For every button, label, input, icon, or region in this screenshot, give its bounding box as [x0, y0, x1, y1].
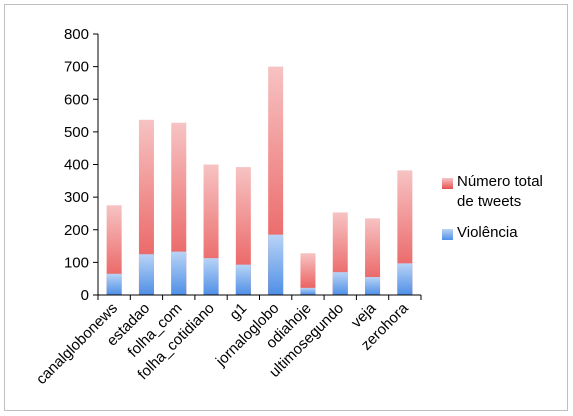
y-tick-label: 400 — [64, 157, 89, 174]
y-tick-label: 200 — [64, 222, 89, 239]
legend: Número total de tweets Violência — [442, 173, 543, 241]
legend-swatch-violencia — [442, 229, 453, 240]
x-tick-label: g1 — [226, 300, 250, 324]
bar-violencia — [268, 234, 284, 295]
bar-total-tweets — [106, 205, 122, 295]
y-tick-label: 100 — [64, 254, 89, 271]
bar-violencia — [171, 251, 187, 295]
bar-violencia — [300, 287, 316, 295]
bar-total-tweets — [235, 167, 251, 295]
y-tick-label: 600 — [64, 91, 89, 108]
y-axis: 0 100 200 300 400 500 600 700 800 — [64, 26, 99, 304]
bar-total-tweets — [300, 253, 316, 295]
legend-label: Número total — [457, 173, 543, 190]
bar-violencia — [365, 277, 381, 295]
y-tick-label: 300 — [64, 189, 89, 206]
y-tick-label: 0 — [81, 287, 89, 304]
bar-violencia — [106, 273, 122, 295]
legend-label: de tweets — [457, 193, 521, 210]
y-tick-label: 700 — [64, 59, 89, 76]
chart-frame: 0 100 200 300 400 500 600 700 800 canalglobonews… — [4, 4, 568, 411]
bar-chart: 0 100 200 300 400 500 600 700 800 canalglobonews… — [33, 26, 543, 388]
y-tick-label: 500 — [64, 124, 89, 141]
bar-violencia — [138, 254, 154, 295]
legend-label: Violência — [457, 224, 518, 241]
legend-swatch-total-tweets — [442, 178, 453, 189]
bar-violencia — [397, 263, 413, 295]
bar-violencia — [203, 258, 219, 295]
bar-violencia — [332, 272, 348, 295]
y-tick-label: 800 — [64, 26, 89, 43]
bar-violencia — [235, 264, 251, 295]
x-tick-label: canalglobonews — [33, 300, 121, 388]
bar-total-tweets — [138, 119, 154, 296]
bars-group — [106, 66, 413, 296]
x-axis: canalglobonewsestadaofolha_comfolha_coti… — [33, 294, 422, 388]
bar-total-tweets — [365, 218, 381, 295]
